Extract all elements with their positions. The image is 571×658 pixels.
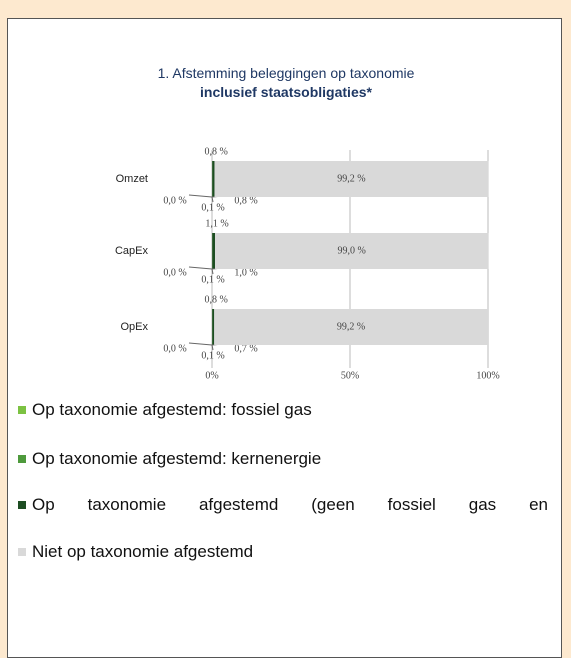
legend-item: Op taxonomie afgestemd (geen fossiel gas… [18, 495, 548, 515]
legend-label: Niet op taxonomie afgestemd [32, 542, 548, 562]
legend-label: Op taxonomie afgestemd (geen fossiel gas… [32, 495, 548, 515]
total-label: 0,8 % [205, 294, 228, 305]
leader-line [189, 343, 212, 345]
x-tick-label: 0% [205, 370, 218, 381]
bar-segment [212, 233, 215, 269]
legend-item: Op taxonomie afgestemd: kernenergie [18, 449, 548, 469]
bar-segment [212, 309, 214, 345]
value-label: 0,1 % [201, 350, 224, 361]
category-label: CapEx [115, 245, 149, 257]
chart-title: 1. Afstemming beleggingen op taxonomie [158, 65, 415, 81]
legend-label: Op taxonomie afgestemd: kernenergie [32, 449, 548, 469]
value-label: 99,0 % [337, 245, 365, 256]
value-label: 0,1 % [201, 274, 224, 285]
legend-item: Niet op taxonomie afgestemd [18, 542, 548, 562]
value-label: 0,1 % [201, 202, 224, 213]
total-label: 1,1 % [205, 218, 228, 229]
value-label: 0,0 % [163, 195, 186, 206]
x-tick-label: 100% [476, 370, 499, 381]
legend-swatch [18, 406, 26, 414]
category-label: OpEx [120, 321, 148, 333]
chart: 1. Afstemming beleggingen op taxonomie i… [0, 0, 571, 400]
category-label: Omzet [116, 173, 148, 185]
value-label: 0,0 % [163, 267, 186, 278]
x-tick-label: 50% [341, 370, 359, 381]
legend-label: Op taxonomie afgestemd: fossiel gas [32, 400, 548, 420]
value-label: 99,2 % [337, 321, 365, 332]
legend-item: Op taxonomie afgestemd: fossiel gas [18, 400, 548, 420]
value-label: 0,0 % [163, 343, 186, 354]
legend-swatch [18, 548, 26, 556]
leader-line [189, 267, 212, 269]
value-label: 99,2 % [337, 173, 365, 184]
chart-subtitle: inclusief staatsobligaties* [200, 84, 372, 100]
bar-segment [212, 161, 214, 197]
legend-swatch [18, 501, 26, 509]
legend-swatch [18, 455, 26, 463]
total-label: 0,8 % [205, 146, 228, 157]
leader-line [189, 195, 212, 197]
